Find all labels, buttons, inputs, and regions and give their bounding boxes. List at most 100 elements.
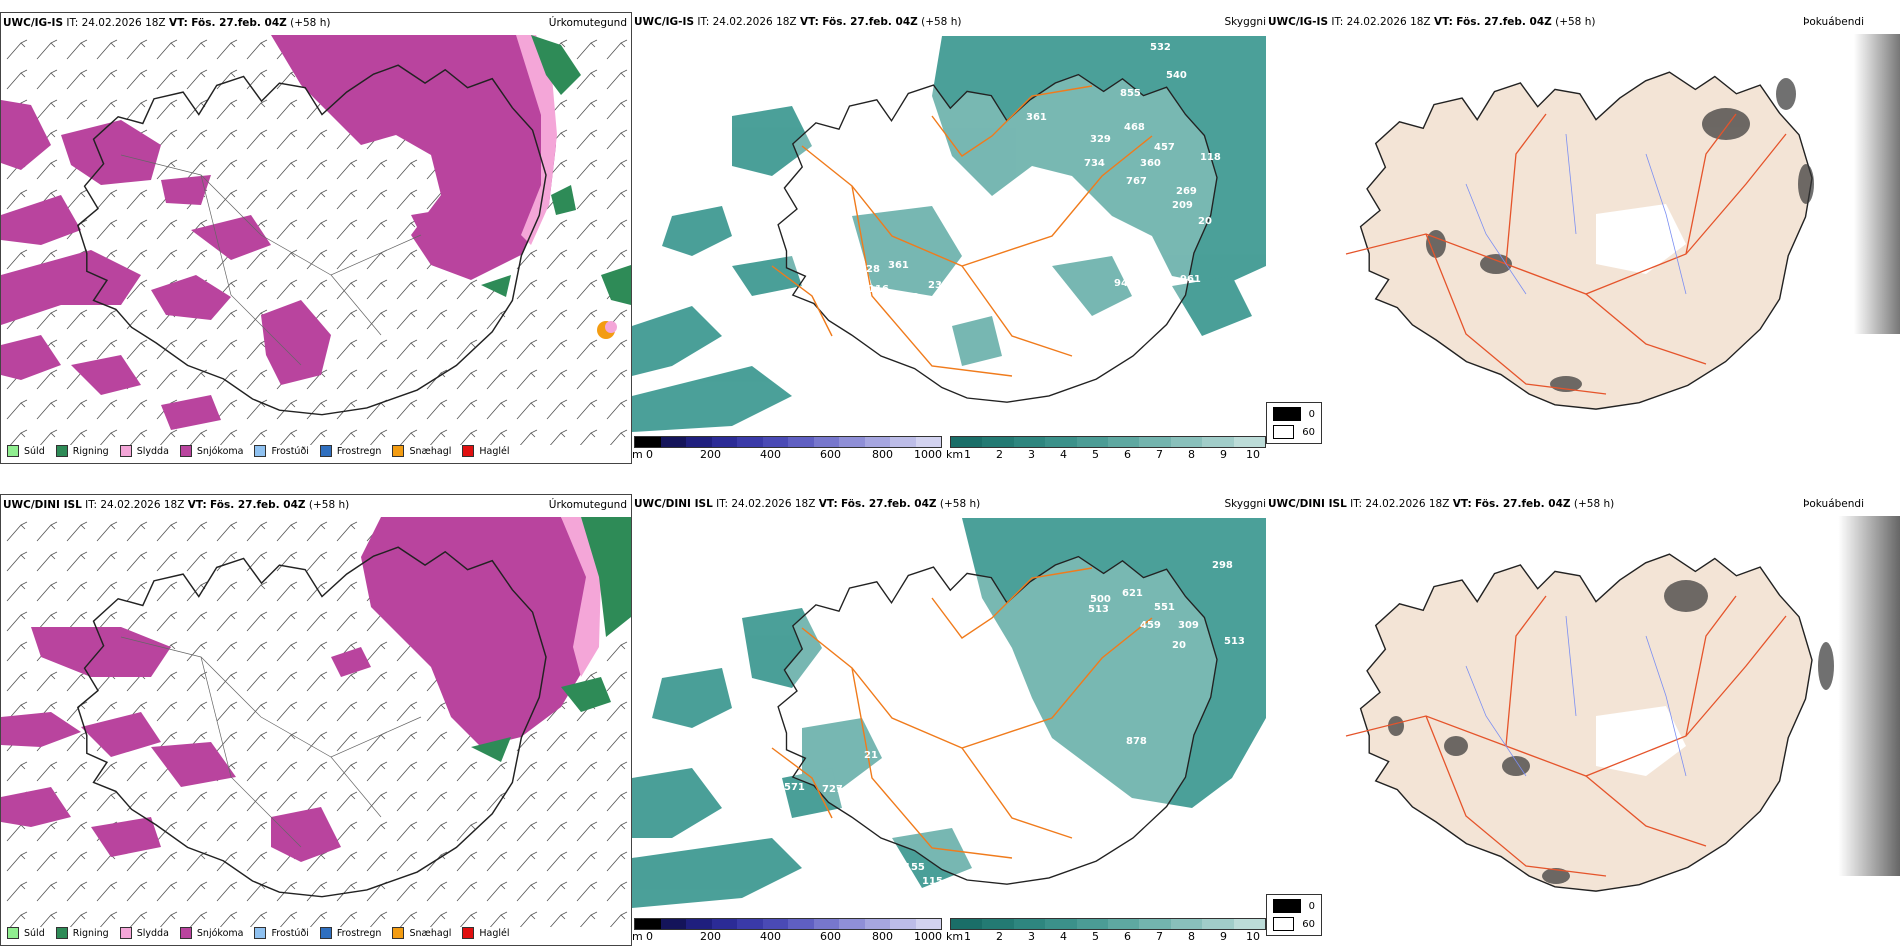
tick-label: 5 [1092, 448, 1099, 461]
fog-legend-item: 0 [1273, 407, 1315, 421]
svg-text:513: 513 [1224, 636, 1245, 647]
svg-text:621: 621 [1122, 588, 1143, 599]
svg-text:269: 269 [1176, 186, 1197, 197]
legend-swatch [462, 927, 475, 939]
colorbar-segment [686, 437, 712, 447]
fog-map[interactable] [1266, 34, 1900, 454]
legend-item: Snæhagl [392, 445, 451, 457]
colorbar-segment [890, 919, 916, 929]
legend-item: Frostregn [319, 927, 381, 939]
colorbar-segment [915, 437, 941, 447]
fog-panel-row2: UWC/DINI ISL IT: 24.02.2026 18Z VT: Fös.… [1266, 494, 1900, 946]
fog-swatch [1273, 407, 1301, 421]
panel-title: UWC/DINI ISL IT: 24.02.2026 18Z VT: Fös.… [634, 498, 981, 510]
fog-legend-item: 60 [1273, 917, 1315, 931]
svg-text:89: 89 [926, 392, 940, 403]
tick-label: 0 [646, 930, 653, 943]
colorbar-segment [864, 919, 890, 929]
fog-swatch [1273, 425, 1295, 439]
colorbar-segment [711, 919, 737, 929]
colorbar-segment [1170, 919, 1203, 929]
svg-text:513: 513 [1088, 604, 1109, 615]
colorbar-segment [686, 919, 712, 929]
colorbar-segment [1202, 437, 1234, 447]
tick-label: 9 [1220, 448, 1227, 461]
fog-legend-item: 0 [1273, 899, 1315, 913]
precip-map[interactable] [1, 35, 631, 445]
colorbar-segment [1013, 919, 1046, 929]
colorbar-segment [1045, 919, 1077, 929]
visibility-map[interactable]: 298 500 621 513 551 459 309 20 513 447 1… [632, 518, 1266, 914]
colorbar-segment [1139, 919, 1171, 929]
legend-item: Haglél [462, 927, 510, 939]
svg-text:116: 116 [868, 284, 889, 295]
tick-label: 3 [1028, 448, 1035, 461]
tick-label: 4 [1060, 448, 1067, 461]
ceiling-unit: m [632, 930, 643, 943]
legend-swatch [7, 445, 19, 457]
svg-text:727: 727 [822, 784, 843, 795]
tick-label: 6 [1124, 448, 1131, 461]
colorbar-segment [1233, 437, 1266, 447]
legend-swatch [55, 927, 68, 939]
svg-text:500: 500 [1090, 594, 1111, 605]
svg-text:20: 20 [1172, 640, 1186, 651]
tick-label: 2 [996, 930, 1003, 943]
visibility-map[interactable]: 532 540 855 361 468 329 457 734 360 118 … [632, 36, 1266, 432]
visibility-panel-row2: UWC/DINI ISL IT: 24.02.2026 18Z VT: Fös.… [632, 494, 1266, 946]
panel-type-label: Þokuábendi [1803, 16, 1864, 28]
fog-swatch [1273, 899, 1301, 913]
tick-label: 6 [1124, 930, 1131, 943]
colorbar-segment [1170, 437, 1203, 447]
vis-unit: km [946, 448, 964, 461]
colorbar-segment [1076, 919, 1109, 929]
legend-item: Frostúði [254, 445, 309, 457]
legend-swatch [7, 927, 19, 939]
svg-text:360: 360 [1140, 158, 1161, 169]
tick-label: 1000 [914, 448, 942, 461]
fog-legend: 0 60 [1266, 402, 1322, 444]
colorbar-segment [1076, 437, 1109, 447]
colorbar-segment [635, 437, 661, 447]
visibility-colorbar [950, 918, 1266, 930]
precip-map[interactable] [1, 517, 631, 927]
svg-text:734: 734 [1084, 158, 1105, 169]
ceiling-unit: m [632, 448, 643, 461]
colorbar-segment [839, 437, 865, 447]
tick-label: 1000 [914, 930, 942, 943]
panel-type-label: Skyggni [1224, 16, 1267, 28]
precip-panel-row2: UWC/DINI ISL IT: 24.02.2026 18Z VT: Fös.… [0, 494, 632, 946]
colorbar-segment [915, 919, 941, 929]
colorbar-segment [660, 437, 686, 447]
visibility-panel-row1: UWC/IG-IS IT: 24.02.2026 18Z VT: Fös. 27… [632, 12, 1266, 464]
colorbar-segment [813, 437, 839, 447]
tick-label: 2 [996, 448, 1003, 461]
svg-text:209: 209 [1172, 200, 1193, 211]
colorbar-segment [982, 437, 1014, 447]
colorbar-segment [1045, 437, 1077, 447]
fog-panel-row1: UWC/IG-IS IT: 24.02.2026 18Z VT: Fös. 27… [1266, 12, 1900, 464]
fog-map[interactable] [1266, 516, 1900, 936]
colorbar-segment [635, 919, 661, 929]
colorbar-segment [1233, 919, 1266, 929]
legend-item: Snæhagl [392, 927, 451, 939]
tick-label: 8 [1188, 930, 1195, 943]
svg-text:345: 345 [814, 254, 835, 265]
colorbar-segment [1108, 437, 1140, 447]
svg-text:943: 943 [1114, 278, 1135, 289]
tick-label: 7 [1156, 930, 1163, 943]
svg-text:21: 21 [864, 750, 878, 761]
colorbar-segment [788, 437, 814, 447]
precip-legend: Súld Rigning Slydda Snjókoma Frostúði Fr… [7, 927, 521, 939]
precip-legend: Súld Rigning Slydda Snjókoma Frostúði Fr… [7, 445, 521, 457]
panel-type-label: Þokuábendi [1803, 498, 1864, 510]
svg-text:540: 540 [1166, 70, 1187, 81]
ceiling-colorbar [634, 918, 942, 930]
tick-label: 3 [1028, 930, 1035, 943]
tick-label: 400 [760, 930, 781, 943]
legend-swatch [179, 445, 192, 457]
legend-item: Frostúði [254, 927, 309, 939]
tick-label: 7 [1156, 448, 1163, 461]
legend-swatch [55, 445, 68, 457]
colorbar-segment [951, 919, 983, 929]
